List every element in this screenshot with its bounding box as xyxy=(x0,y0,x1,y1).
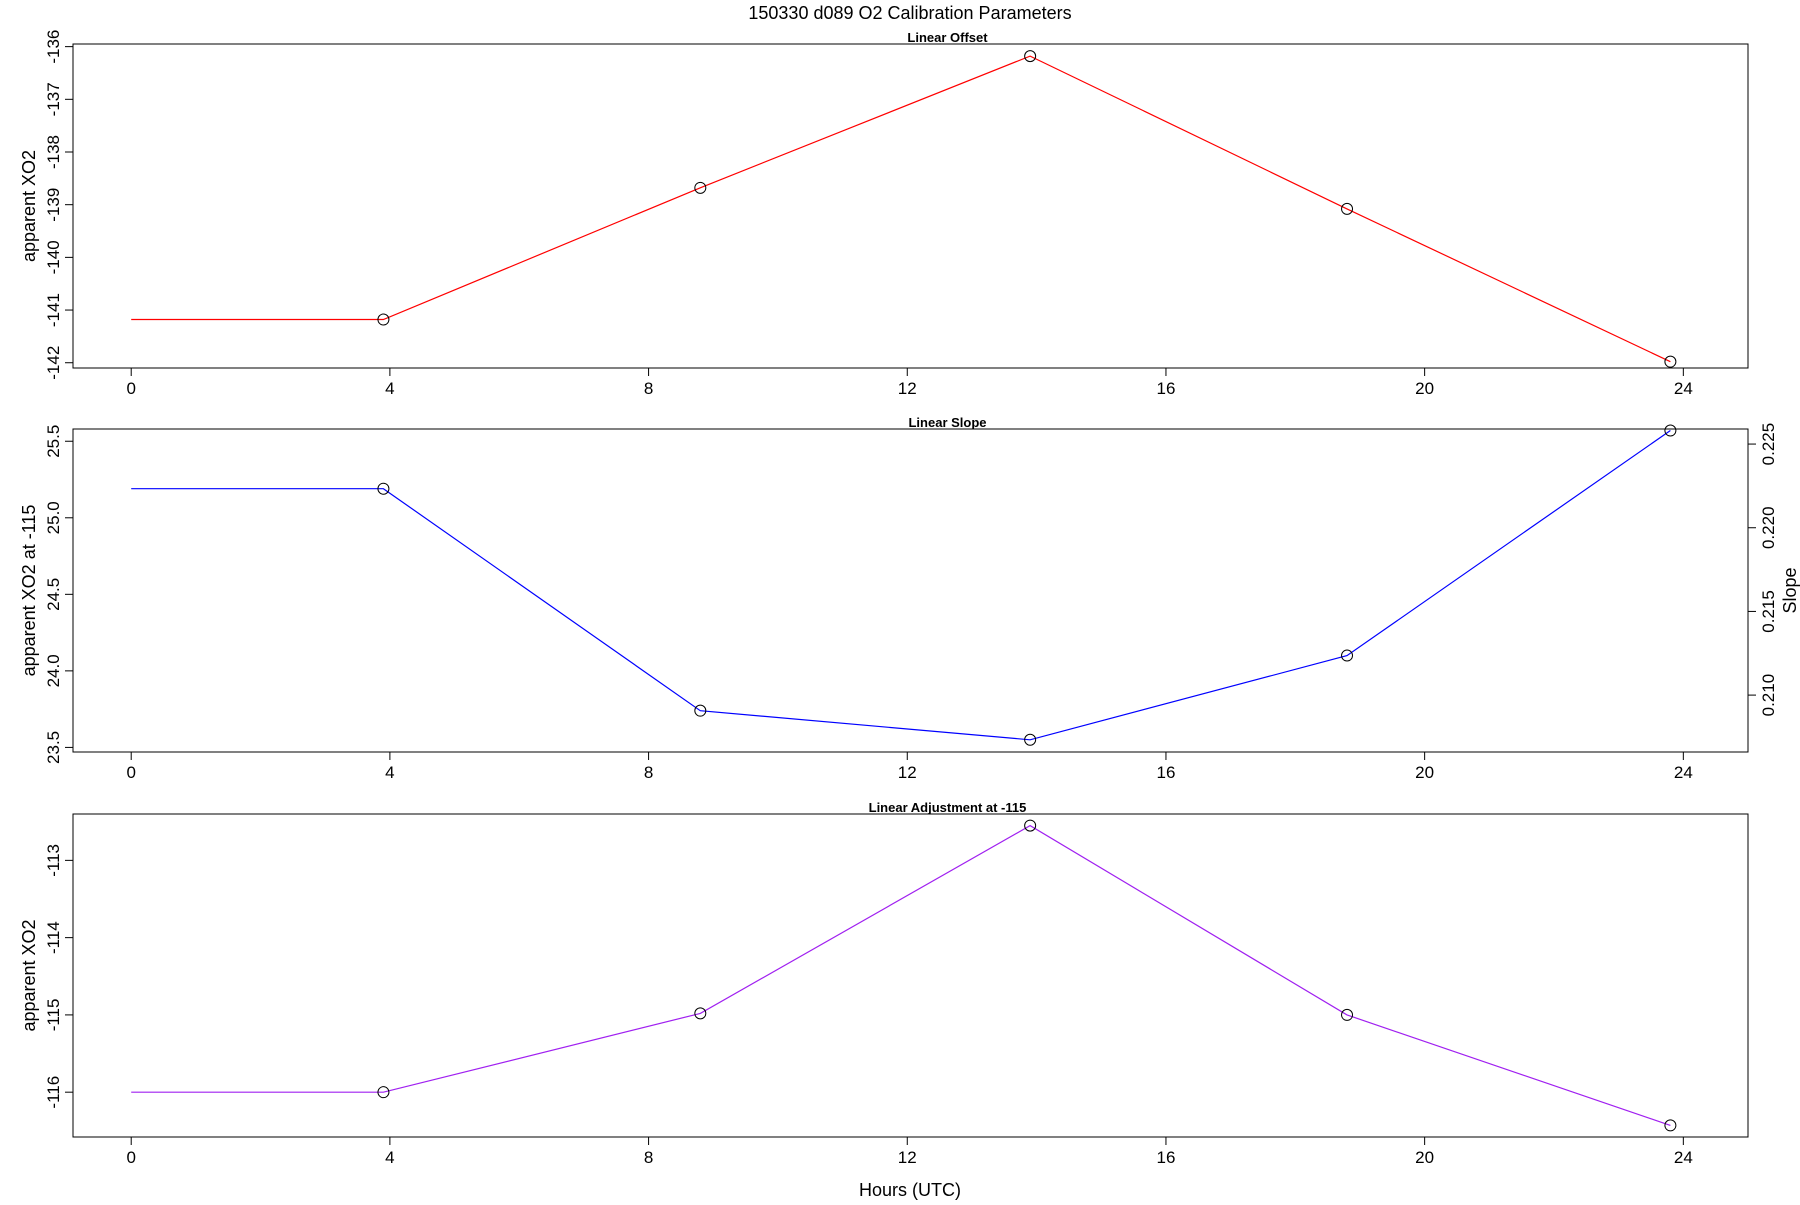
y-tick-label: 23.5 xyxy=(44,731,63,764)
y-tick-label: -138 xyxy=(44,135,63,169)
y-tick-label: -113 xyxy=(44,844,63,877)
data-point xyxy=(1341,202,1354,215)
series-line xyxy=(131,55,1671,363)
x-tick-label: 24 xyxy=(1674,763,1693,782)
y-tick-label: -139 xyxy=(44,188,63,222)
data-point xyxy=(377,1086,390,1099)
x-tick-label: 24 xyxy=(1674,1148,1693,1167)
data-point xyxy=(1664,355,1677,368)
x-tick-label: 0 xyxy=(126,763,135,782)
y-tick-label: 24.0 xyxy=(44,654,63,687)
data-point xyxy=(1024,733,1037,746)
y-tick-label: 24.5 xyxy=(44,578,63,611)
y-tick-label: -115 xyxy=(44,999,63,1032)
x-tick-label: 4 xyxy=(385,763,394,782)
figure-title: 150330 d089 O2 Calibration Parameters xyxy=(748,3,1071,23)
x-tick-label: 16 xyxy=(1156,763,1175,782)
data-point xyxy=(1024,819,1037,832)
x-tick-label: 8 xyxy=(644,379,653,398)
x-tick-label: 4 xyxy=(385,379,394,398)
y-axis-label: apparent XO2 xyxy=(19,150,39,262)
x-tick-label: 8 xyxy=(644,1148,653,1167)
x-tick-label: 8 xyxy=(644,763,653,782)
y2-tick-label: 0.225 xyxy=(1759,423,1778,466)
y-tick-label: -142 xyxy=(44,346,63,380)
y-axis-label: apparent XO2 xyxy=(19,919,39,1031)
y-tick-label: -137 xyxy=(44,82,63,116)
series-line xyxy=(131,824,1671,1126)
data-point xyxy=(377,482,390,495)
panel-2: Linear Slope 0 4 8 12 16 20 24 23.5 24.0 24.5 25.0 2… xyxy=(19,415,1800,782)
plot-frame xyxy=(72,43,1749,369)
plot-frame xyxy=(72,428,1749,753)
x-tick-label: 12 xyxy=(898,379,917,398)
y-tick-label: -140 xyxy=(44,240,63,274)
panel-3: Linear Adjustment at -115 0 4 8 12 16 20 24 -116… xyxy=(19,800,1749,1167)
x-tick-label: 20 xyxy=(1415,379,1434,398)
panel-title: Linear Adjustment at -115 xyxy=(869,800,1027,815)
panel-title: Linear Offset xyxy=(907,30,988,45)
x-tick-label: 4 xyxy=(385,1148,394,1167)
figure-xlabel: Hours (UTC) xyxy=(859,1180,961,1200)
y-tick-label: -136 xyxy=(44,30,63,64)
panel-1: Linear Offset 0 4 8 12 16 20 24 -142 -141 -140 -139… xyxy=(19,30,1749,398)
x-tick-label: 20 xyxy=(1415,1148,1434,1167)
y2-tick-label: 0.210 xyxy=(1759,674,1778,717)
series-line xyxy=(131,430,1671,741)
y-axis-label: apparent XO2 at -115 xyxy=(19,505,39,677)
data-point xyxy=(1341,1008,1354,1021)
data-point xyxy=(1664,424,1677,437)
x-tick-label: 0 xyxy=(126,379,135,398)
x-tick-label: 0 xyxy=(126,1148,135,1167)
x-tick-label: 20 xyxy=(1415,763,1434,782)
x-tick-label: 12 xyxy=(898,763,917,782)
data-point xyxy=(694,1007,707,1020)
y-tick-label: -114 xyxy=(44,921,63,954)
y2-tick-label: 0.215 xyxy=(1759,590,1778,633)
x-tick-label: 24 xyxy=(1674,379,1693,398)
data-point xyxy=(694,181,707,194)
data-point xyxy=(377,313,390,326)
y-tick-label: -141 xyxy=(44,293,63,327)
data-point xyxy=(1341,649,1354,662)
x-tick-label: 12 xyxy=(898,1148,917,1167)
data-point xyxy=(1664,1119,1677,1132)
x-tick-label: 16 xyxy=(1156,379,1175,398)
plot-frame xyxy=(72,813,1749,1138)
data-point xyxy=(1024,50,1037,63)
data-point xyxy=(694,704,707,717)
y-tick-label: 25.0 xyxy=(44,501,63,534)
panel-title: Linear Slope xyxy=(908,415,986,430)
x-tick-label: 16 xyxy=(1156,1148,1175,1167)
y-tick-label: 25.5 xyxy=(44,425,63,458)
y2-axis-label: Slope xyxy=(1780,567,1800,613)
y2-tick-label: 0.220 xyxy=(1759,506,1778,549)
y-tick-label: -116 xyxy=(44,1076,63,1109)
